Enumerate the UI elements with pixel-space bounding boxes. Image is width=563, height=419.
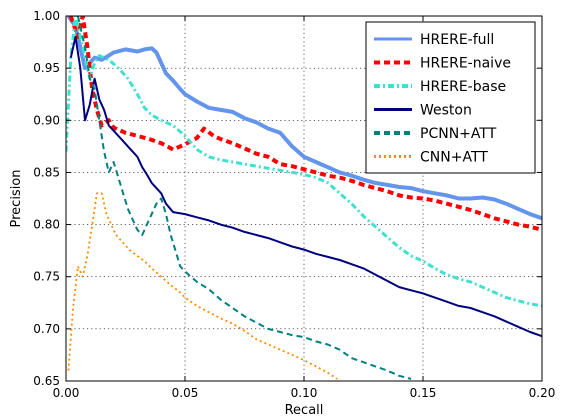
legend-label: PCNN+ATT	[420, 126, 497, 142]
x-tick-label: 0.20	[529, 386, 556, 400]
series-line-hrere-base	[66, 16, 542, 308]
series-line-hrere-naive	[68, 16, 542, 232]
x-tick-label: 0.10	[291, 386, 318, 400]
y-tick-label: 0.85	[33, 165, 60, 179]
y-tick-label: 1.00	[33, 9, 60, 23]
series-line-hrere-full	[66, 16, 542, 221]
legend-label: HRERE-base	[420, 79, 506, 95]
y-tick-label: 0.80	[33, 218, 60, 232]
axis-ticks	[65, 15, 543, 382]
series-lines	[66, 16, 542, 380]
legend-label: Weston	[420, 103, 472, 119]
x-tick-labels: 0.00 0.05 0.10 0.15 0.20	[53, 386, 556, 400]
y-tick-label: 0.95	[33, 61, 60, 75]
y-tick-labels: 0.65 0.70 0.75 0.80 0.85 0.90 0.95 1.00	[33, 9, 60, 388]
y-tick-label: 0.65	[33, 374, 60, 388]
series-line-pcnn-att	[76, 16, 412, 380]
series-line-weston	[69, 35, 542, 338]
x-axis-label: Recall	[285, 403, 324, 418]
y-tick-label: 0.70	[33, 322, 60, 336]
legend-label: CNN+ATT	[420, 150, 488, 166]
legend: HRERE-full HRERE-naive HRERE-base Weston PCN…	[365, 21, 536, 174]
x-tick-label: 0.15	[410, 386, 437, 400]
y-tick-label: 0.90	[33, 113, 60, 127]
legend-box	[365, 21, 536, 174]
y-axis-label: Precision	[9, 169, 24, 227]
series-line-cnn-att	[67, 192, 338, 380]
legend-label: HRERE-naive	[420, 56, 511, 72]
y-tick-label: 0.75	[33, 270, 60, 284]
x-tick-label: 0.00	[53, 386, 80, 400]
x-tick-label: 0.05	[172, 386, 199, 400]
legend-label: HRERE-full	[420, 32, 494, 48]
